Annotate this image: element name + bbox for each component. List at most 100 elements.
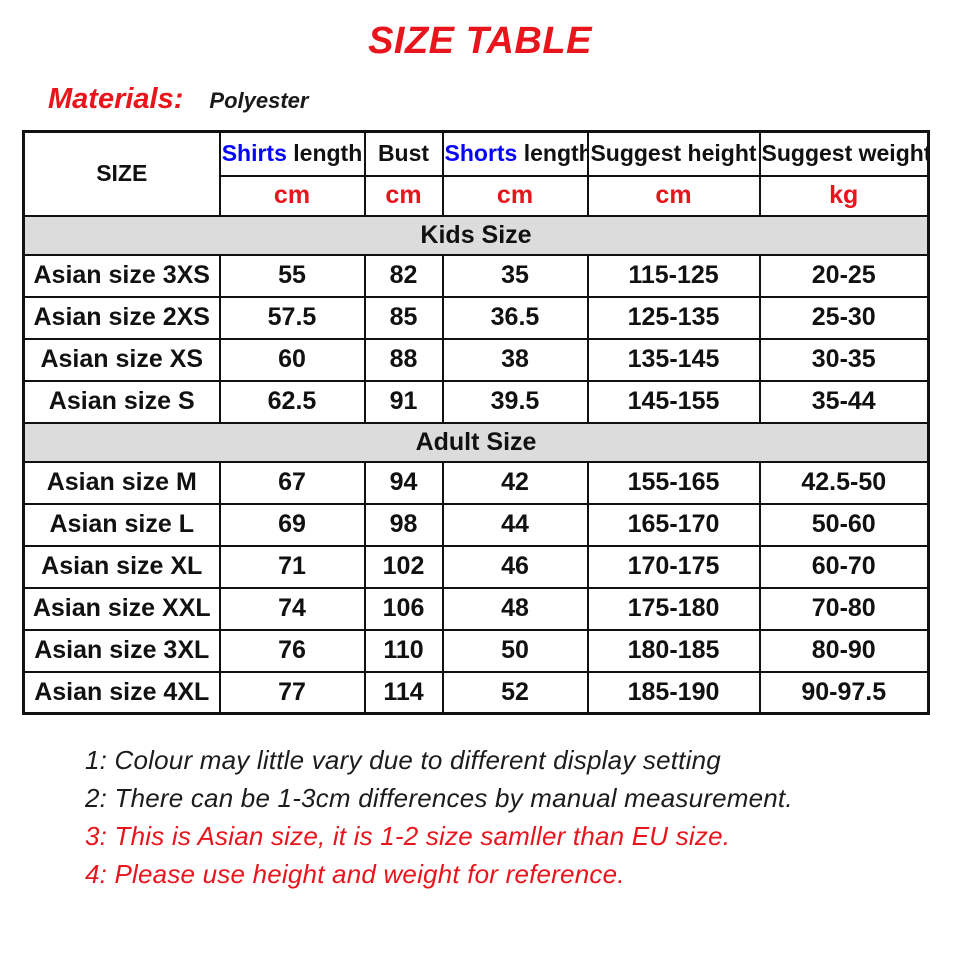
table-row: Asian size L 69 98 44 165-170 50-60 xyxy=(22,502,930,547)
suggest-height-cell: 125-135 xyxy=(586,295,761,340)
shirts-length-cell: 62.5 xyxy=(218,379,366,424)
shorts-length-cell: 35 xyxy=(441,253,589,298)
shorts-length-cell: 36.5 xyxy=(441,295,589,340)
column-header-suggest-height: Suggest height xyxy=(586,130,761,177)
shirts-length-cell: 71 xyxy=(218,544,366,589)
suggest-weight-cell: 25-30 xyxy=(758,295,930,340)
shorts-length-cell: 50 xyxy=(441,628,589,673)
suggest-weight-cell: 50-60 xyxy=(758,502,930,547)
footnotes: 1: Colour may little vary due to differe… xyxy=(85,741,960,893)
suggest-height-cell: 155-165 xyxy=(586,460,761,505)
unit-suggest-weight: kg xyxy=(758,174,930,217)
section-label: Kids Size xyxy=(22,214,930,256)
table-row: Asian size 4XL 77 114 52 185-190 90-97.5 xyxy=(22,670,930,715)
size-cell: Asian size 3XL xyxy=(22,628,221,673)
materials-label: Materials: xyxy=(48,83,184,115)
section-header-adult: Adult Size xyxy=(22,421,930,463)
column-header-size: SIZE xyxy=(22,130,221,217)
suggest-height-cell: 175-180 xyxy=(586,586,761,631)
shirts-length-cell: 55 xyxy=(218,253,366,298)
size-cell: Asian size XS xyxy=(22,337,221,382)
column-header-row: SIZE Shirts length Bust Shorts length Su… xyxy=(22,130,930,217)
unit-shorts-length: cm xyxy=(441,174,589,217)
suggest-height-cell: 170-175 xyxy=(586,544,761,589)
column-header-shirts-length: Shirts length xyxy=(218,130,366,177)
table-row: Asian size 3XS 55 82 35 115-125 20-25 xyxy=(22,253,930,298)
shorts-length-cell: 38 xyxy=(441,337,589,382)
bust-cell: 82 xyxy=(363,253,444,298)
unit-suggest-height: cm xyxy=(586,174,761,217)
size-cell: Asian size XXL xyxy=(22,586,221,631)
bust-cell: 110 xyxy=(363,628,444,673)
suggest-height-cell: 165-170 xyxy=(586,502,761,547)
size-cell: Asian size 3XS xyxy=(22,253,221,298)
shirts-length-cell: 60 xyxy=(218,337,366,382)
shirts-length-cell: 69 xyxy=(218,502,366,547)
shorts-length-cell: 39.5 xyxy=(441,379,589,424)
note-3: 3: This is Asian size, it is 1-2 size sa… xyxy=(85,821,731,851)
size-cell: Asian size 4XL xyxy=(22,670,221,715)
shorts-length-cell: 52 xyxy=(441,670,589,715)
bust-cell: 88 xyxy=(363,337,444,382)
suggest-weight-cell: 42.5-50 xyxy=(758,460,930,505)
shorts-length-cell: 44 xyxy=(441,502,589,547)
note-2: 2: There can be 1-3cm differences by man… xyxy=(85,783,793,813)
length-word: length xyxy=(286,140,363,167)
suggest-weight-cell: 80-90 xyxy=(758,628,930,673)
size-cell: Asian size XL xyxy=(22,544,221,589)
size-cell: Asian size S xyxy=(22,379,221,424)
bust-cell: 114 xyxy=(363,670,444,715)
page-title: SIZE TABLE xyxy=(368,20,592,62)
suggest-weight-cell: 90-97.5 xyxy=(758,670,930,715)
bust-cell: 85 xyxy=(363,295,444,340)
suggest-height-cell: 145-155 xyxy=(586,379,761,424)
suggest-height-cell: 135-145 xyxy=(586,337,761,382)
suggest-height-cell: 185-190 xyxy=(586,670,761,715)
shorts-length-cell: 48 xyxy=(441,586,589,631)
section-header-kids: Kids Size xyxy=(22,214,930,256)
note-4: 4: Please use height and weight for refe… xyxy=(85,859,625,889)
shirts-length-cell: 57.5 xyxy=(218,295,366,340)
suggest-height-cell: 180-185 xyxy=(586,628,761,673)
materials-value: Polyester xyxy=(209,88,309,113)
size-table: SIZE Shirts length Bust Shorts length Su… xyxy=(22,130,930,715)
units-row: cm cm cm cm kg xyxy=(24,174,930,217)
column-header-bust: Bust xyxy=(363,130,444,177)
suggest-weight-cell: 70-80 xyxy=(758,586,930,631)
suggest-height-cell: 115-125 xyxy=(586,253,761,298)
shorts-length-cell: 42 xyxy=(441,460,589,505)
note-1: 1: Colour may little vary due to differe… xyxy=(85,745,721,775)
table-row: Asian size S 62.5 91 39.5 145-155 35-44 xyxy=(22,379,930,424)
suggest-weight-cell: 35-44 xyxy=(758,379,930,424)
unit-bust: cm xyxy=(363,174,444,217)
table-row: Asian size 2XS 57.5 85 36.5 125-135 25-3… xyxy=(22,295,930,340)
suggest-weight-cell: 30-35 xyxy=(758,337,930,382)
shirts-length-cell: 74 xyxy=(218,586,366,631)
length-word: length xyxy=(517,140,588,167)
shirts-word: Shirts xyxy=(221,140,287,167)
column-header-suggest-weight: Suggest weight xyxy=(758,130,930,177)
bust-cell: 98 xyxy=(363,502,444,547)
shorts-length-cell: 46 xyxy=(441,544,589,589)
section-label: Adult Size xyxy=(22,421,930,463)
table-row: Asian size XXL 74 106 48 175-180 70-80 xyxy=(22,586,930,631)
size-cell: Asian size 2XS xyxy=(22,295,221,340)
materials-line: Materials: Polyester xyxy=(48,83,960,116)
bust-cell: 91 xyxy=(363,379,444,424)
suggest-weight-cell: 20-25 xyxy=(758,253,930,298)
shorts-word: Shorts xyxy=(444,140,518,167)
table-row: Asian size M 67 94 42 155-165 42.5-50 xyxy=(22,460,930,505)
bust-cell: 102 xyxy=(363,544,444,589)
suggest-weight-cell: 60-70 xyxy=(758,544,930,589)
table-row: Asian size XS 60 88 38 135-145 30-35 xyxy=(22,337,930,382)
size-cell: Asian size L xyxy=(22,502,221,547)
shirts-length-cell: 76 xyxy=(218,628,366,673)
bust-cell: 106 xyxy=(363,586,444,631)
unit-shirts-length: cm xyxy=(218,174,366,217)
table-row: Asian size 3XL 76 110 50 180-185 80-90 xyxy=(22,628,930,673)
size-cell: Asian size M xyxy=(22,460,221,505)
bust-cell: 94 xyxy=(363,460,444,505)
table-row: Asian size XL 71 102 46 170-175 60-70 xyxy=(22,544,930,589)
shirts-length-cell: 67 xyxy=(218,460,366,505)
